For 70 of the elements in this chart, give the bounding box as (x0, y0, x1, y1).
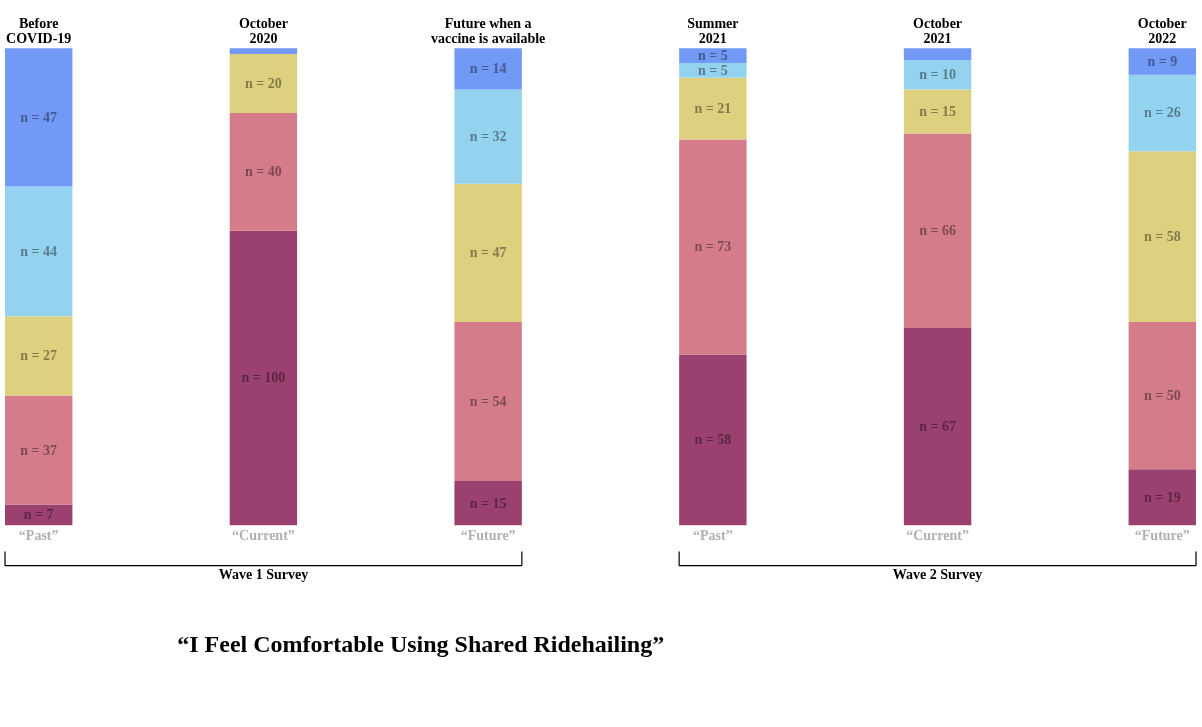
data-label: n = 7 (23, 507, 54, 523)
bar (454, 481, 522, 526)
data-label: n = 58 (1143, 229, 1181, 245)
x-tick-label: October 2021 (913, 15, 963, 46)
bar (229, 230, 298, 526)
bar (4, 48, 73, 187)
x-tick-label: October 2022 (1137, 15, 1187, 46)
text: “Past” (18, 527, 59, 543)
data-label: n = 15 (919, 104, 956, 119)
bar (229, 48, 298, 55)
bar (1128, 469, 1197, 526)
bar (454, 89, 522, 184)
bar (229, 112, 298, 231)
bar (679, 77, 747, 140)
data-label: n = 10 (919, 67, 956, 83)
data-label: n = 9 (1147, 53, 1178, 69)
text: “Current” (232, 527, 295, 543)
data-label: n = 15 (469, 495, 507, 511)
bar (679, 139, 747, 355)
text: “Future” (460, 527, 516, 543)
bar (1128, 74, 1197, 152)
data-label: n = 32 (469, 129, 507, 145)
bar (454, 322, 522, 482)
bar (903, 133, 972, 328)
data-label: n = 20 (245, 76, 282, 92)
data-label: n = 67 (919, 419, 956, 435)
bar (454, 183, 522, 323)
data-label: n = 26 (1143, 105, 1181, 121)
bar (229, 54, 298, 113)
x-tick-label: Summer 2021 (687, 15, 739, 46)
text: “Past” (693, 527, 733, 543)
bar (4, 316, 73, 396)
data-label: n = 66 (919, 223, 956, 239)
bar (903, 59, 972, 90)
data-label: n = 40 (245, 164, 282, 180)
bar (903, 327, 972, 526)
text: “Future” (1134, 527, 1190, 543)
data-label: n = 58 (694, 432, 732, 448)
x-tick-label: October 2020 (238, 15, 288, 46)
bar (679, 48, 747, 63)
bar (4, 186, 73, 317)
data-label: n = 50 (1143, 388, 1181, 404)
x-tick-label: Before COVID-19 (6, 15, 72, 46)
text: “I Feel Comfortable Using Shared Ridehailing” (177, 631, 665, 658)
data-label: n = 21 (694, 101, 732, 117)
text: Wave 2 Survey (892, 566, 983, 582)
bar (1128, 151, 1197, 323)
data-label: n = 54 (469, 394, 507, 410)
text: “Current” (906, 527, 969, 543)
bar (4, 395, 73, 505)
data-label: n = 5 (697, 62, 728, 78)
data-label: n = 44 (20, 243, 58, 259)
data-label: n = 47 (20, 109, 58, 125)
data-label: n = 14 (469, 61, 507, 77)
bar (1128, 322, 1197, 470)
bar (679, 354, 747, 526)
bar (903, 48, 972, 60)
bar (903, 89, 972, 134)
data-label: n = 100 (241, 370, 286, 386)
data-label: n = 73 (694, 239, 732, 255)
data-label: n = 19 (1143, 489, 1181, 505)
data-label: n = 27 (20, 348, 58, 364)
data-label: n = 47 (469, 245, 507, 261)
data-label: n = 5 (697, 48, 728, 64)
data-label: n = 37 (20, 442, 58, 458)
bar (679, 62, 747, 78)
x-tick-label: Future when a vaccine is available (430, 15, 546, 46)
text: Wave 1 Survey (218, 566, 309, 582)
bar (1128, 48, 1197, 75)
bar (454, 48, 522, 90)
